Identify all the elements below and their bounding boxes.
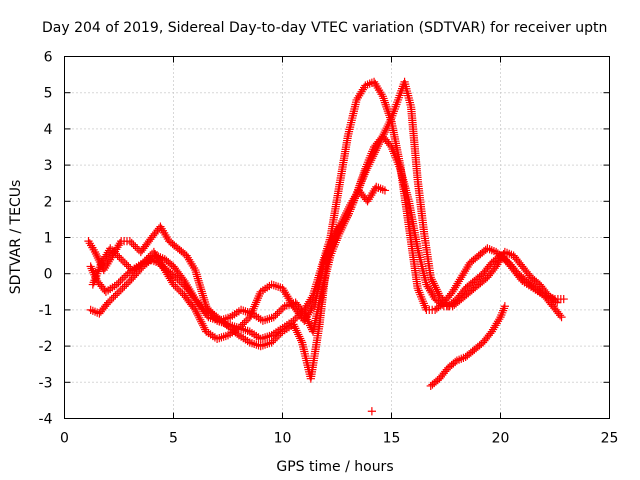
y-tick-label: 6	[44, 50, 53, 66]
y-tick-label: 0	[44, 267, 53, 283]
data-point	[559, 294, 568, 304]
x-tick-label: 25	[601, 431, 619, 447]
x-axis-label: GPS time / hours	[276, 459, 393, 475]
y-tick-label: 4	[44, 122, 53, 138]
y-axis-label: SDTVAR / TECUs	[8, 180, 24, 295]
plot-frame	[64, 56, 610, 419]
series-outlier	[367, 407, 376, 416]
data-point	[553, 298, 562, 307]
series-track-e	[426, 302, 509, 391]
y-tick-label: 5	[44, 86, 53, 102]
y-tick-label: -1	[39, 303, 53, 319]
x-tick-label: 5	[169, 431, 178, 447]
data-point	[557, 313, 566, 322]
y-tick-label: 2	[44, 194, 53, 210]
x-tick-label: 20	[492, 431, 510, 447]
x-tick-label: 15	[383, 431, 401, 447]
series-track-d	[88, 182, 390, 343]
data-points	[84, 77, 568, 416]
y-tick-label: 3	[44, 158, 53, 174]
x-tick-label: 0	[60, 431, 69, 447]
chart-title: Day 204 of 2019, Sidereal Day-to-day VTE…	[42, 20, 607, 36]
x-tick-label: 10	[274, 431, 292, 447]
data-point	[367, 407, 376, 416]
data-point	[380, 186, 390, 195]
y-tick-label: 1	[44, 231, 53, 247]
y-tick-label: -4	[39, 412, 53, 428]
tick-labels: 0 5 10 15 20 25 -4 -3 -2 -1 0 1 2 3 4 5 6	[39, 50, 619, 447]
y-tick-label: -2	[39, 339, 53, 355]
y-tick-label: -3	[39, 375, 53, 391]
data-point	[500, 302, 509, 311]
